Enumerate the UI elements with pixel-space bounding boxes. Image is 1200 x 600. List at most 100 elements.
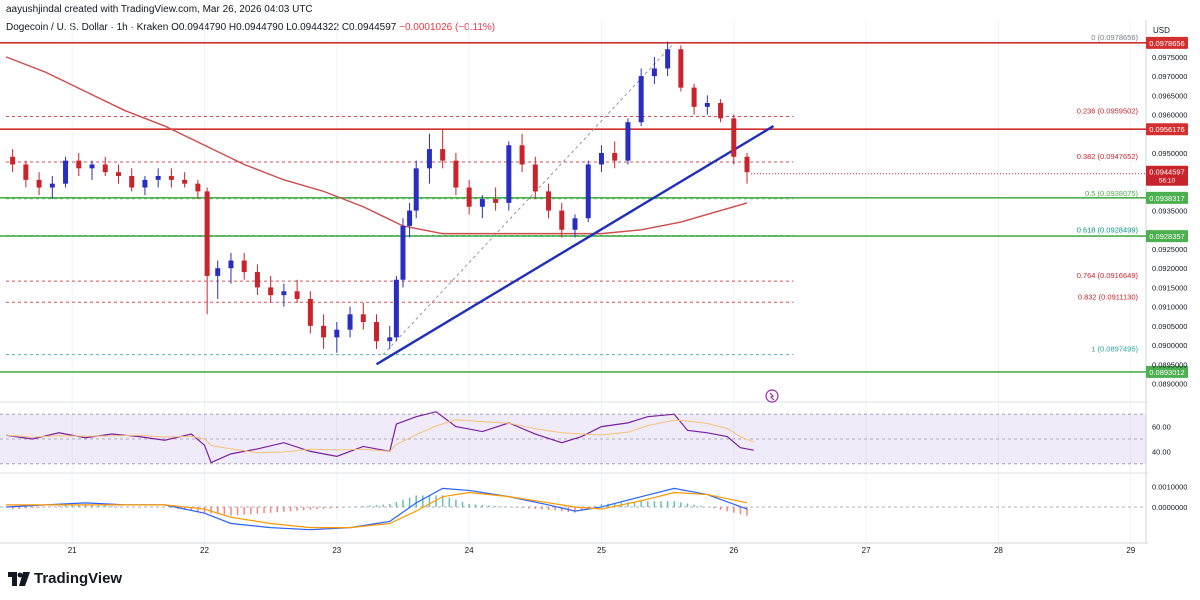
candle-body [347, 314, 353, 330]
low-value: L0.0944322 [286, 22, 340, 33]
candle-body [254, 272, 260, 288]
candle-body [36, 179, 42, 188]
candle-body [10, 156, 16, 165]
price-tick-label: 0.0925000 [1152, 245, 1187, 254]
date-tick-label: 26 [729, 546, 738, 555]
candle-body [374, 322, 380, 342]
currency-label: USD [1153, 26, 1170, 35]
fib-level-label: 0.236 (0.0959502) [1077, 106, 1139, 115]
candles-layer [10, 41, 750, 353]
time-axis: 21 22 23 24 25 26 27 28 29 [68, 546, 1136, 555]
candle-body [129, 176, 135, 188]
support-price-tag-label: 0.0928357 [1149, 232, 1184, 241]
candle-body [49, 183, 55, 188]
candle-body [168, 176, 174, 180]
candle-body [612, 152, 618, 161]
price-tick-label: 0.0965000 [1152, 91, 1187, 100]
date-tick-label: 27 [862, 546, 871, 555]
fib-level-label: 1 (0.0897495) [1091, 345, 1138, 354]
candle-body [744, 156, 750, 173]
rsi-signal-line [5, 419, 754, 454]
resistance-price-tag [1146, 123, 1188, 136]
candle-body [241, 260, 247, 273]
price-tick-label: 0.0895000 [1152, 360, 1187, 369]
resistance-price-tag-label: 0.0956176 [1149, 125, 1184, 134]
price-tick-label: 0.0975000 [1152, 53, 1187, 62]
candle-body [453, 160, 459, 188]
chart-credit: aayushjindal created with TradingView.co… [6, 4, 313, 15]
price-tick-label: 0.0890000 [1152, 379, 1187, 388]
fib-level-label: 0.5 (0.0938075) [1085, 189, 1138, 198]
fib-level-label: 0.382 (0.0947652) [1077, 152, 1139, 161]
candle-body [321, 325, 327, 338]
candle-body [228, 260, 234, 269]
candle-body [572, 218, 578, 230]
candle-body [294, 291, 300, 299]
candle-body [76, 160, 82, 169]
candle-body [89, 164, 95, 169]
resistance-price-tag [1146, 36, 1188, 49]
candle-body [387, 337, 393, 342]
candle-body [102, 164, 108, 173]
candle-body [585, 164, 591, 219]
candle-body [704, 103, 710, 107]
candle-body [115, 172, 121, 176]
candle-body [215, 268, 221, 276]
rsi-line [5, 411, 754, 464]
price-tick-label: 0.0970000 [1152, 72, 1187, 81]
fib-level-label: 0.764 (0.0916649) [1077, 271, 1139, 280]
candle-body [195, 183, 201, 192]
price-tick-label: 0.0915000 [1152, 283, 1187, 292]
fib-diagonal-line [382, 42, 675, 356]
date-tick-label: 23 [332, 546, 341, 555]
symbol-label[interactable]: Dogecoin / U. S. Dollar · 1h · Kraken [6, 22, 169, 33]
macd-line [5, 487, 748, 531]
tradingview-brand: TradingView [34, 570, 123, 587]
candle-body [691, 87, 697, 107]
fib-level-label: 0 (0.0978656) [1091, 33, 1138, 42]
candle-body [678, 49, 684, 88]
candle-body [466, 187, 472, 207]
price-tick-label: 0.0935000 [1152, 207, 1187, 216]
tradingview-icon [8, 571, 30, 586]
price-tick-label: 0.0960000 [1152, 111, 1187, 120]
candle-body [360, 314, 366, 322]
candle-body [155, 176, 161, 180]
candle-body [638, 76, 644, 123]
price-axis: 0.0978656 0.0956176 0.0938317 0.0928357 0.08… [1146, 26, 1188, 388]
candle-body [440, 149, 446, 161]
candle-body [426, 149, 432, 169]
rsi-pane: 60.00 40.00 [0, 411, 1171, 465]
change-value: −0.0001026 (−0.11%) [399, 22, 496, 33]
candle-body [665, 49, 671, 69]
macd-pane: 0.0010000 0.0000000 [0, 482, 1187, 531]
candle-body [493, 199, 499, 203]
tradingview-logo[interactable]: TradingView [8, 570, 122, 587]
ideas-icon-bolt [769, 392, 775, 401]
support-price-tag [1146, 191, 1188, 204]
candle-body [182, 179, 188, 184]
candle-body [63, 160, 69, 184]
current-price-label: 0.0944597 [1149, 168, 1184, 177]
candle-body [546, 191, 552, 211]
candle-body [307, 298, 313, 326]
date-tick-label: 24 [465, 546, 474, 555]
candle-body [598, 152, 604, 165]
fib-level-label: 0.832 (0.0911130) [1078, 292, 1139, 301]
date-tick-label: 28 [994, 546, 1003, 555]
candle-body [559, 210, 565, 230]
date-tick-label: 21 [68, 546, 77, 555]
price-tick-label: 0.0910000 [1152, 303, 1187, 312]
candle-body [519, 145, 525, 165]
candle-body [268, 287, 274, 296]
candle-body [204, 191, 210, 276]
rsi-tick-label: 60.00 [1152, 423, 1171, 432]
support-price-tag-label: 0.0938317 [1149, 194, 1184, 203]
candle-body [718, 103, 724, 119]
date-tick-label: 29 [1126, 546, 1135, 555]
support-price-tag [1146, 230, 1188, 243]
macd-signal-line [6, 491, 748, 529]
candle-body [479, 199, 485, 207]
price-tick-label: 0.0920000 [1152, 264, 1187, 273]
